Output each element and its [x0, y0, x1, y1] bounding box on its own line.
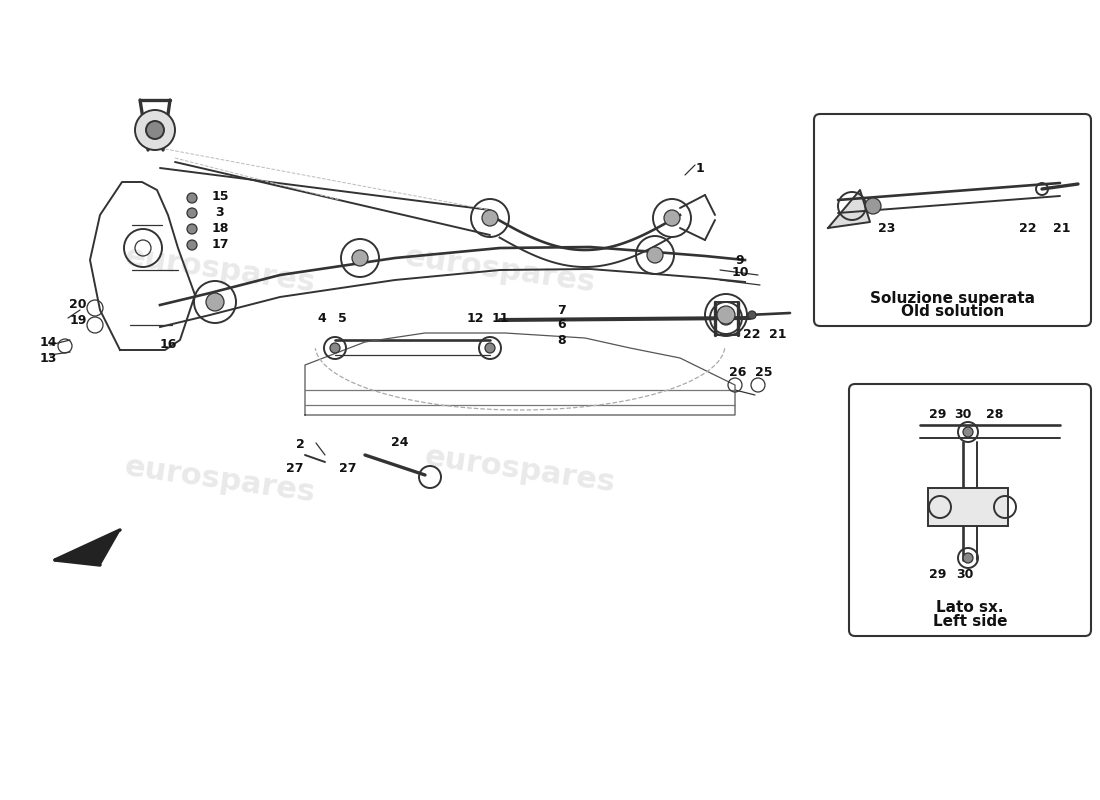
Text: 3: 3 — [216, 206, 224, 218]
Polygon shape — [828, 190, 870, 228]
Text: 5: 5 — [338, 311, 346, 325]
Text: 27: 27 — [339, 462, 356, 474]
Circle shape — [485, 343, 495, 353]
Text: 16: 16 — [160, 338, 177, 351]
Circle shape — [187, 240, 197, 250]
Text: Soluzione superata: Soluzione superata — [870, 290, 1035, 306]
Text: 17: 17 — [211, 238, 229, 250]
Circle shape — [330, 343, 340, 353]
Text: 13: 13 — [40, 351, 57, 365]
Text: eurospares: eurospares — [422, 442, 617, 498]
Circle shape — [962, 427, 974, 437]
Text: 4: 4 — [318, 311, 327, 325]
Circle shape — [664, 210, 680, 226]
Circle shape — [187, 193, 197, 203]
Text: eurospares: eurospares — [123, 242, 317, 298]
Text: Old solution: Old solution — [901, 305, 1004, 319]
Text: 19: 19 — [69, 314, 87, 326]
Text: 29: 29 — [930, 409, 947, 422]
Text: 15: 15 — [211, 190, 229, 202]
Circle shape — [865, 198, 881, 214]
Text: 11: 11 — [492, 311, 508, 325]
Text: 28: 28 — [987, 409, 1003, 422]
Circle shape — [187, 224, 197, 234]
Text: 20: 20 — [69, 298, 87, 311]
FancyBboxPatch shape — [849, 384, 1091, 636]
Text: 23: 23 — [878, 222, 895, 234]
Circle shape — [962, 553, 974, 563]
Text: Lato sx.: Lato sx. — [936, 601, 1003, 615]
Text: 6: 6 — [558, 318, 566, 331]
Text: 14: 14 — [40, 335, 57, 349]
Bar — [928, 488, 1008, 526]
Text: 22: 22 — [1020, 222, 1036, 234]
Text: 7: 7 — [558, 303, 566, 317]
Circle shape — [206, 293, 224, 311]
Text: 1: 1 — [695, 162, 704, 174]
Circle shape — [748, 311, 756, 319]
Text: 21: 21 — [769, 329, 786, 342]
Text: 30: 30 — [955, 409, 971, 422]
Text: eurospares: eurospares — [403, 242, 597, 298]
Circle shape — [135, 110, 175, 150]
Text: 25: 25 — [756, 366, 772, 379]
Polygon shape — [55, 530, 120, 565]
Circle shape — [647, 247, 663, 263]
Text: 26: 26 — [729, 366, 747, 379]
Circle shape — [482, 210, 498, 226]
Text: 22: 22 — [744, 329, 761, 342]
Circle shape — [187, 208, 197, 218]
Text: 2: 2 — [296, 438, 305, 451]
Text: Left side: Left side — [933, 614, 1008, 630]
Text: 21: 21 — [1054, 222, 1070, 234]
Text: 30: 30 — [956, 567, 974, 581]
Circle shape — [146, 121, 164, 139]
Text: 24: 24 — [392, 435, 409, 449]
Text: 18: 18 — [211, 222, 229, 234]
Text: 9: 9 — [736, 254, 745, 266]
Text: eurospares: eurospares — [123, 452, 317, 508]
FancyBboxPatch shape — [814, 114, 1091, 326]
Text: 12: 12 — [466, 311, 484, 325]
Text: 27: 27 — [286, 462, 304, 474]
Text: 10: 10 — [732, 266, 749, 278]
Text: 8: 8 — [558, 334, 566, 346]
Text: 29: 29 — [930, 567, 947, 581]
Circle shape — [352, 250, 368, 266]
Circle shape — [719, 311, 733, 325]
Circle shape — [717, 306, 735, 324]
